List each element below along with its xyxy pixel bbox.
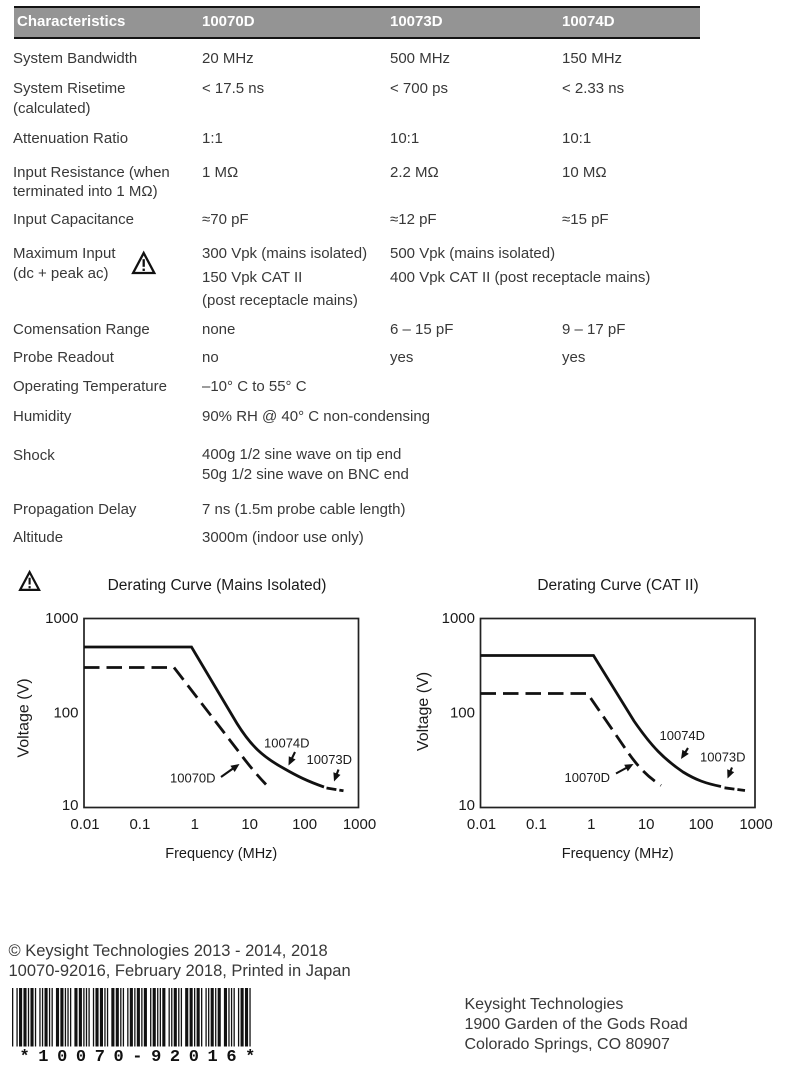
svg-text:10074D: 10074D xyxy=(660,728,706,743)
svg-text:1000: 1000 xyxy=(45,610,78,627)
svg-text:10: 10 xyxy=(638,816,655,833)
svg-text:Frequency (MHz): Frequency (MHz) xyxy=(165,846,277,862)
svg-text:10070D: 10070D xyxy=(565,770,611,785)
svg-text:0.01: 0.01 xyxy=(70,816,99,833)
svg-text:0.01: 0.01 xyxy=(467,816,496,833)
svg-text:10073D: 10073D xyxy=(307,752,353,767)
svg-text:10073D: 10073D xyxy=(700,750,746,765)
svg-text:100: 100 xyxy=(292,816,317,833)
svg-text:1000: 1000 xyxy=(739,816,772,833)
svg-text:Frequency (MHz): Frequency (MHz) xyxy=(562,846,674,862)
svg-text:1: 1 xyxy=(587,816,595,833)
svg-text:0.1: 0.1 xyxy=(526,816,547,833)
svg-text:1: 1 xyxy=(191,816,199,833)
svg-text:Voltage (V): Voltage (V) xyxy=(16,678,33,757)
svg-text:Voltage (V): Voltage (V) xyxy=(415,672,432,751)
svg-text:1000: 1000 xyxy=(343,816,376,833)
svg-text:10: 10 xyxy=(241,816,258,833)
svg-text:1000: 1000 xyxy=(442,610,475,627)
svg-text:100: 100 xyxy=(53,705,78,722)
svg-text:0.1: 0.1 xyxy=(129,816,150,833)
svg-text:Derating Curve (Mains Isolated: Derating Curve (Mains Isolated) xyxy=(108,577,327,594)
svg-text:100: 100 xyxy=(689,816,714,833)
svg-text:100: 100 xyxy=(450,705,475,722)
svg-text:10070D: 10070D xyxy=(170,771,216,786)
svg-text:Derating Curve (CAT II): Derating Curve (CAT II) xyxy=(537,577,698,594)
svg-text:10: 10 xyxy=(458,797,475,814)
svg-text:10: 10 xyxy=(62,797,79,814)
svg-text:10074D: 10074D xyxy=(264,736,310,751)
